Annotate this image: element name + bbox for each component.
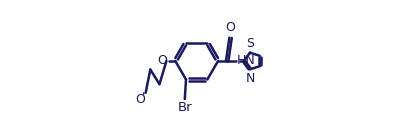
Text: O: O	[157, 55, 167, 67]
Text: O: O	[226, 21, 235, 34]
Text: HN: HN	[237, 55, 256, 67]
Text: N: N	[245, 72, 255, 85]
Text: O: O	[135, 93, 145, 106]
Text: Br: Br	[177, 102, 192, 114]
Text: S: S	[246, 37, 254, 50]
